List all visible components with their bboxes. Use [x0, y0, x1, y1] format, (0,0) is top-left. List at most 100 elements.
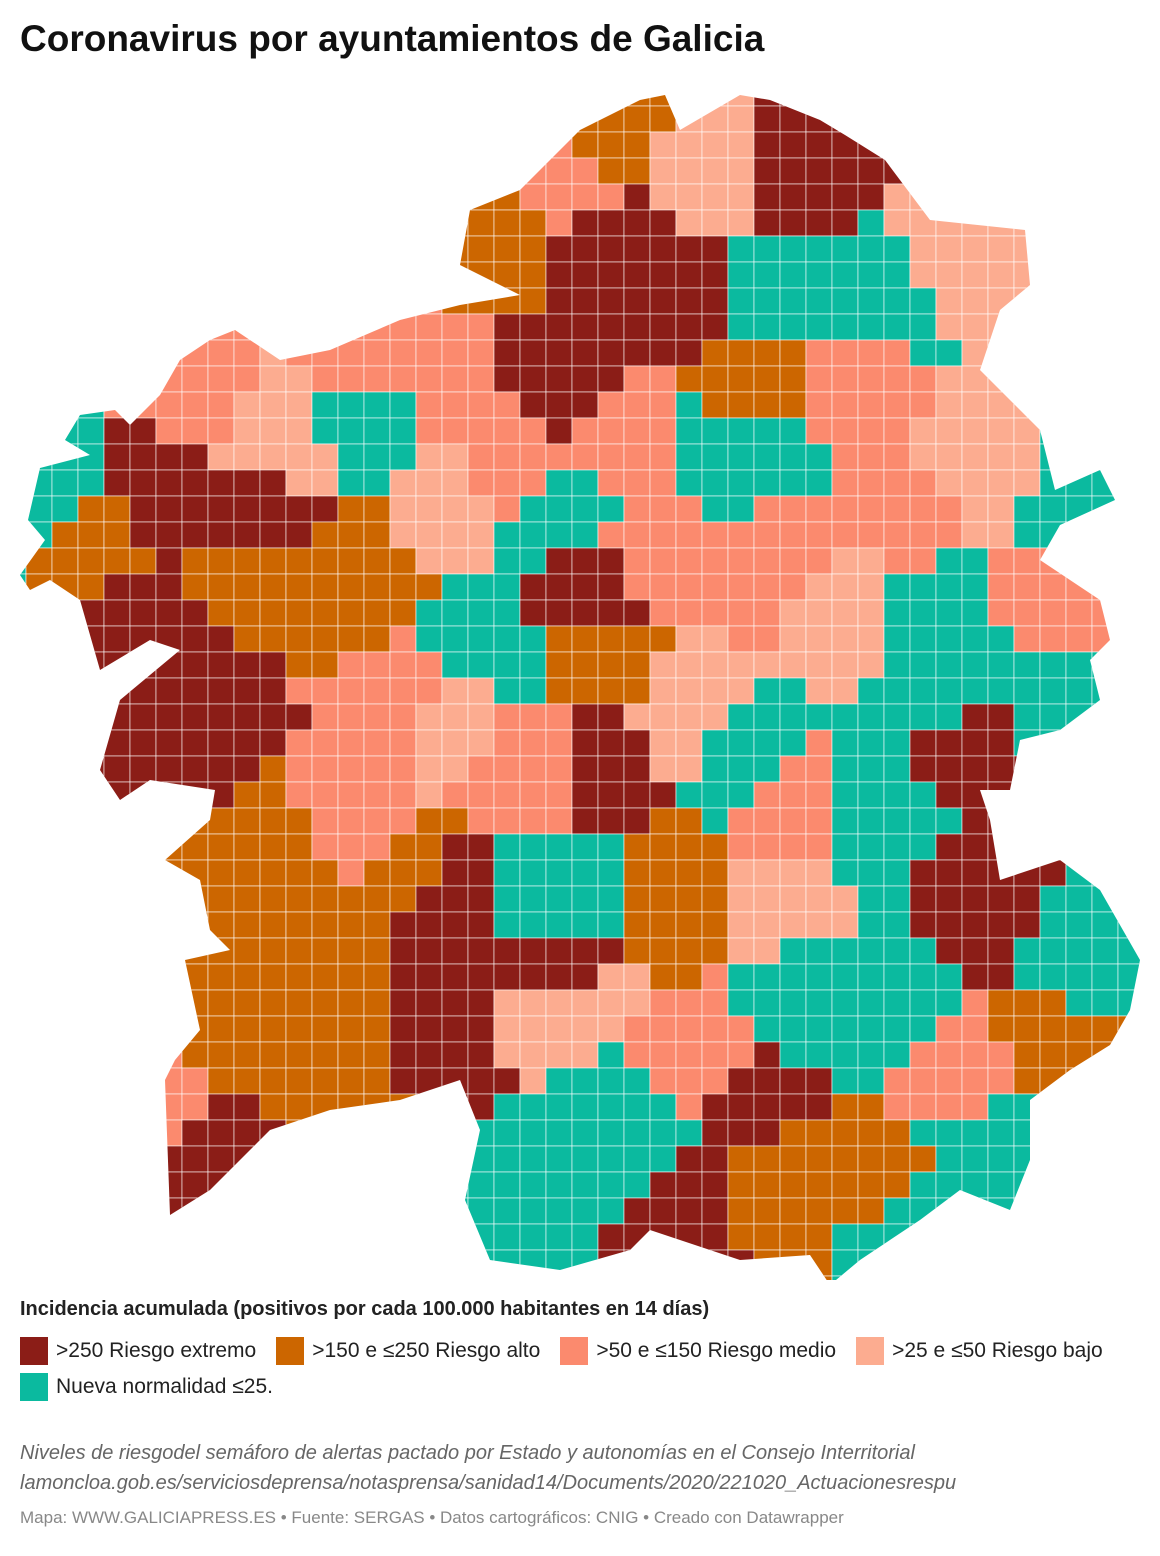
municipality	[285, 911, 313, 939]
municipality	[155, 287, 183, 315]
municipality	[155, 1171, 183, 1199]
municipality	[1144, 1016, 1160, 1042]
municipality	[155, 781, 183, 809]
municipality	[675, 1249, 703, 1277]
municipality	[935, 339, 963, 367]
municipality	[831, 1067, 859, 1095]
municipality	[493, 1041, 521, 1069]
municipality	[77, 365, 105, 393]
municipality	[727, 209, 755, 237]
municipality	[753, 547, 781, 575]
municipality	[493, 1145, 521, 1173]
municipality	[207, 417, 235, 445]
municipality	[1013, 573, 1041, 601]
municipality	[961, 651, 989, 679]
municipality	[1065, 183, 1093, 211]
municipality	[675, 417, 703, 445]
municipality	[519, 625, 547, 653]
municipality	[285, 391, 313, 419]
municipality	[389, 547, 417, 575]
municipality	[25, 1145, 53, 1173]
municipality	[77, 651, 105, 679]
municipality	[233, 105, 261, 133]
municipality	[467, 365, 495, 393]
municipality	[727, 911, 755, 939]
municipality	[779, 157, 807, 185]
municipality	[1117, 1093, 1140, 1121]
municipality	[727, 1223, 755, 1251]
municipality	[389, 573, 417, 601]
municipality	[1117, 989, 1140, 1017]
municipality	[805, 755, 833, 783]
municipality	[1117, 1275, 1140, 1280]
municipality	[1065, 1067, 1093, 1095]
municipality	[25, 1249, 53, 1277]
municipality	[831, 287, 859, 315]
municipality	[20, 781, 27, 809]
municipality	[311, 95, 339, 107]
municipality	[987, 1171, 1015, 1199]
municipality	[20, 911, 27, 939]
municipality	[389, 911, 417, 939]
municipality	[987, 703, 1015, 731]
municipality	[519, 287, 547, 315]
municipality	[883, 313, 911, 341]
municipality	[571, 1275, 599, 1280]
municipality	[805, 1145, 833, 1173]
municipality	[909, 495, 937, 523]
municipality	[155, 989, 183, 1017]
municipality	[181, 209, 209, 237]
municipality	[961, 911, 989, 939]
municipality	[805, 131, 833, 159]
municipality	[727, 157, 755, 185]
municipality	[103, 937, 131, 965]
municipality	[467, 235, 495, 263]
municipality	[675, 1067, 703, 1095]
municipality	[77, 521, 105, 549]
municipality	[311, 1015, 339, 1043]
municipality	[857, 339, 885, 367]
municipality	[493, 1249, 521, 1277]
municipality	[883, 859, 911, 887]
municipality	[805, 391, 833, 419]
municipality	[20, 95, 27, 107]
municipality	[545, 729, 573, 757]
municipality	[987, 1275, 1015, 1280]
municipality	[181, 261, 209, 289]
municipality	[337, 495, 365, 523]
municipality	[1117, 859, 1140, 887]
municipality	[77, 391, 105, 419]
municipality	[519, 1145, 547, 1173]
municipality	[25, 911, 53, 939]
municipality	[597, 911, 625, 939]
municipality	[311, 963, 339, 991]
municipality	[909, 183, 937, 211]
municipality	[1117, 443, 1140, 471]
municipality	[675, 1015, 703, 1043]
municipality	[649, 833, 677, 861]
municipality	[337, 963, 365, 991]
municipality	[1117, 963, 1140, 991]
municipality	[311, 339, 339, 367]
municipality	[441, 677, 469, 705]
municipality	[701, 1171, 729, 1199]
municipality	[363, 1249, 391, 1277]
municipality	[1013, 1119, 1041, 1147]
municipality	[259, 1197, 287, 1225]
municipality	[77, 1275, 105, 1280]
municipality	[103, 625, 131, 653]
municipality	[20, 755, 27, 783]
municipality	[259, 1171, 287, 1199]
municipality	[181, 1119, 209, 1147]
municipality	[649, 989, 677, 1017]
municipality	[233, 209, 261, 237]
municipality	[597, 105, 625, 133]
municipality	[337, 1145, 365, 1173]
municipality	[987, 1119, 1015, 1147]
municipality	[857, 521, 885, 549]
municipality	[103, 339, 131, 367]
municipality	[623, 651, 651, 679]
municipality	[20, 547, 27, 575]
municipality	[1065, 1015, 1093, 1043]
municipality	[623, 495, 651, 523]
